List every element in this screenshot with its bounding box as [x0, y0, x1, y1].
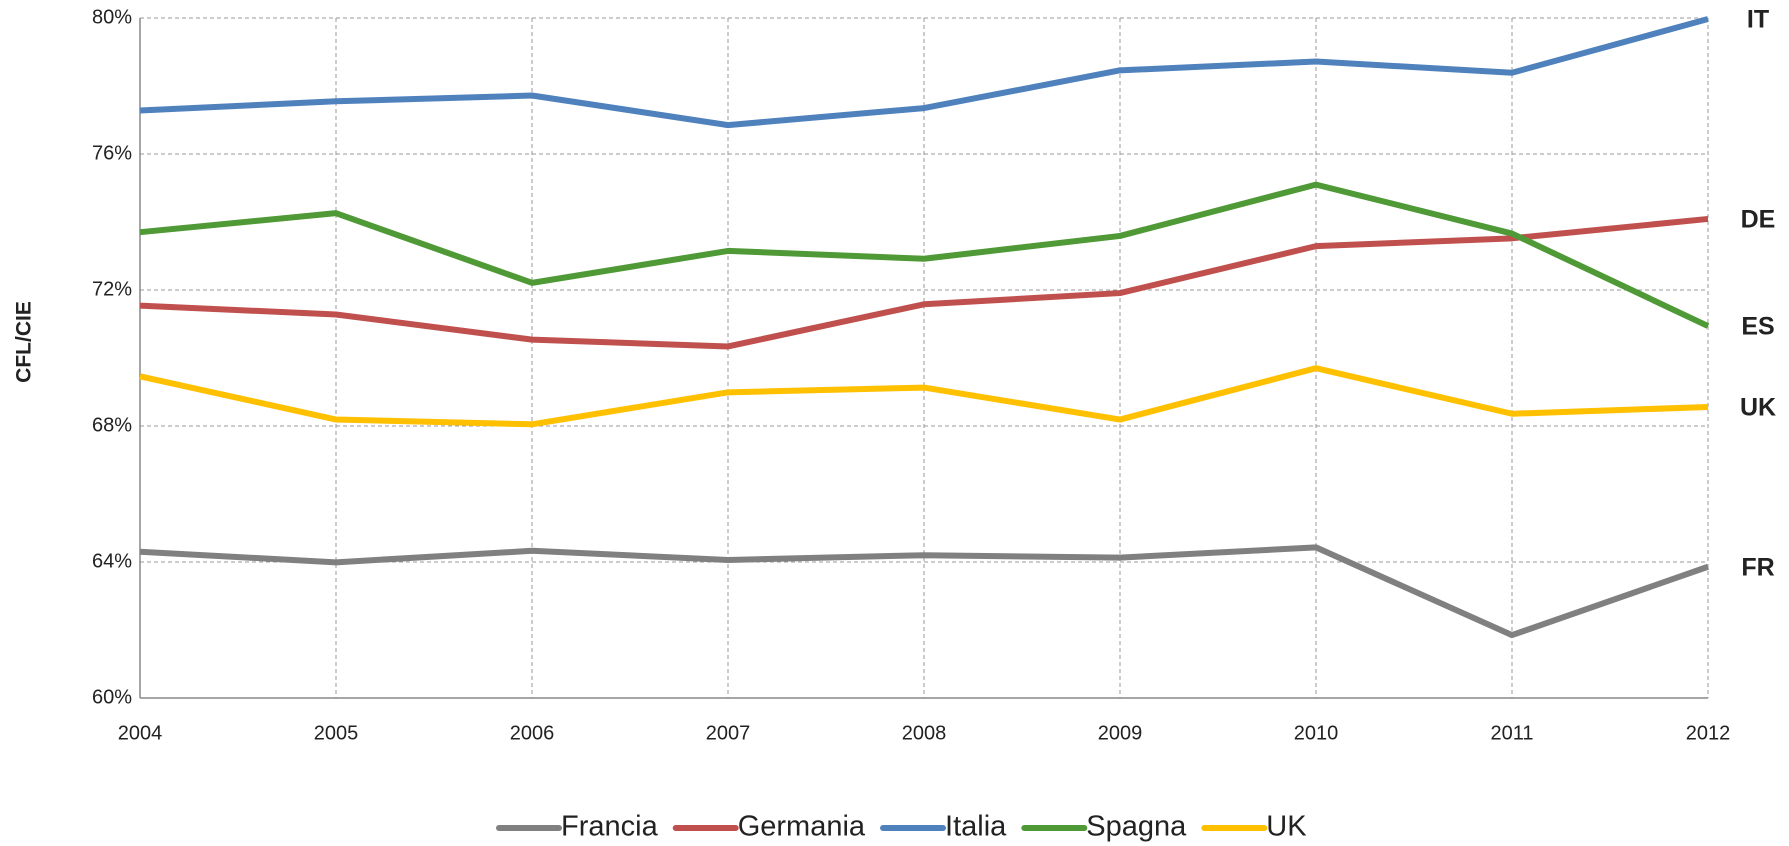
y-axis-label: CFL/CIE — [13, 301, 36, 383]
legend-label: UK — [1266, 811, 1307, 843]
legend-label: Spagna — [1086, 811, 1187, 843]
legend-label: Italia — [945, 811, 1007, 843]
x-tick-label: 2006 — [510, 722, 555, 744]
series-line — [139, 544, 1709, 639]
end-label: ES — [1741, 313, 1774, 341]
x-tick-label: 2011 — [1490, 722, 1533, 744]
y-tick-label: 80% — [92, 6, 132, 28]
x-tick-label: 2005 — [314, 722, 359, 744]
end-label: UK — [1740, 394, 1776, 422]
end-label: DE — [1741, 206, 1776, 234]
y-tick-label: 68% — [92, 414, 132, 436]
y-tick-label: 60% — [92, 686, 132, 708]
x-tick-label: 2009 — [1098, 722, 1143, 744]
series-line — [139, 181, 1710, 329]
y-tick-label: 76% — [92, 142, 132, 164]
legend-label: Germania — [738, 811, 866, 843]
end-label: FR — [1741, 553, 1774, 581]
x-tick-label: 2010 — [1294, 722, 1339, 744]
series-line — [139, 365, 1709, 428]
end-label: IT — [1747, 6, 1769, 34]
x-tick-label: 2008 — [902, 722, 947, 744]
x-tick-label: 2004 — [118, 722, 163, 744]
series-line — [139, 215, 1709, 350]
x-tick-label: 2007 — [706, 722, 751, 744]
y-tick-label: 64% — [92, 550, 132, 572]
x-tick-label: 2012 — [1686, 722, 1731, 744]
legend-label: Francia — [561, 811, 659, 843]
y-tick-label: 72% — [92, 278, 132, 300]
series-line — [139, 16, 1709, 129]
